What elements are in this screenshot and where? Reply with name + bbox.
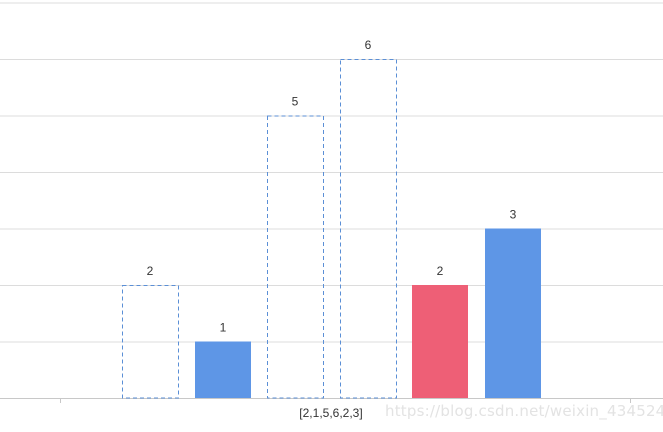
watermark-text: https://blog.csdn.net/weixin_43452424 [385,402,663,420]
bar-value-label: 1 [220,321,227,335]
x-axis-category-label: [2,1,5,6,2,3] [299,406,362,420]
bar-5 [412,285,468,398]
bar-6 [485,228,541,398]
bar-value-label: 3 [510,208,517,222]
bar-value-label: 2 [437,264,444,278]
bar-2 [195,341,251,398]
bar-value-label: 2 [147,264,154,278]
bar-1 [122,285,179,399]
bar-3 [267,115,324,399]
bar-4 [340,59,397,399]
bar-value-label: 5 [292,95,299,109]
bar-value-label: 6 [365,38,372,52]
